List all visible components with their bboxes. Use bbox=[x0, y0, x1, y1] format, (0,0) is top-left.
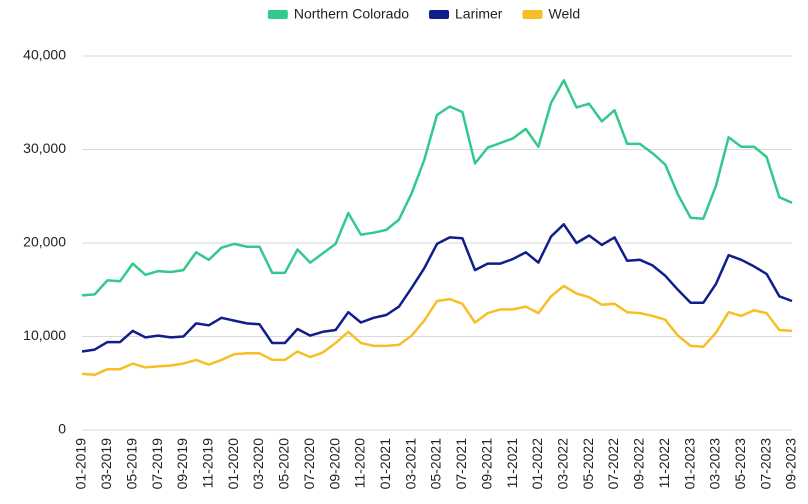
x-tick-label: 01-2021 bbox=[377, 438, 393, 490]
y-tick-label: 10,000 bbox=[23, 327, 66, 343]
line-series bbox=[81, 223, 793, 353]
x-tick-label: 11-2022 bbox=[656, 438, 672, 489]
x-tick-label: 07-2020 bbox=[301, 438, 317, 490]
line-series bbox=[81, 284, 793, 377]
y-tick-label: 0 bbox=[58, 421, 66, 437]
x-tick-label: 03-2022 bbox=[554, 438, 570, 490]
x-tick-label: 05-2022 bbox=[580, 438, 596, 490]
legend-swatch bbox=[267, 10, 288, 19]
x-tick-label: 09-2019 bbox=[174, 438, 190, 490]
x-tick-label: 05-2023 bbox=[732, 438, 748, 490]
x-tick-label: 05-2021 bbox=[428, 438, 444, 490]
x-tick-label: 03-2019 bbox=[98, 438, 114, 490]
x-tick-label: 01-2023 bbox=[681, 438, 697, 490]
x-tick-label: 07-2023 bbox=[757, 438, 773, 490]
legend-label: Northern Colorado bbox=[294, 6, 409, 22]
x-tick-label: 01-2022 bbox=[529, 438, 545, 490]
x-tick-label: 07-2019 bbox=[149, 438, 165, 490]
x-tick-label: 03-2020 bbox=[250, 438, 266, 490]
x-tick-label: 07-2021 bbox=[453, 438, 469, 490]
legend-label: Weld bbox=[548, 6, 580, 22]
x-tick-label: 05-2020 bbox=[276, 438, 292, 490]
x-tick-label: 03-2021 bbox=[402, 438, 418, 490]
line-series bbox=[81, 79, 793, 297]
x-tick-label: 11-2019 bbox=[199, 438, 215, 489]
y-tick-label: 20,000 bbox=[23, 234, 66, 250]
x-tick-label: 09-2023 bbox=[783, 438, 799, 490]
legend-label: Larimer bbox=[455, 6, 503, 22]
x-tick-label: 03-2023 bbox=[707, 438, 723, 490]
x-tick-label: 01-2019 bbox=[73, 438, 89, 490]
x-tick-label: 09-2022 bbox=[631, 438, 647, 490]
y-tick-label: 30,000 bbox=[23, 140, 66, 156]
legend-swatch bbox=[429, 10, 450, 19]
y-tick-label: 40,000 bbox=[23, 47, 66, 63]
x-tick-label: 01-2020 bbox=[225, 438, 241, 490]
x-tick-label: 09-2020 bbox=[326, 438, 342, 490]
legend-swatch bbox=[522, 10, 543, 19]
x-tick-label: 07-2022 bbox=[605, 438, 621, 490]
x-tick-label: 11-2021 bbox=[504, 438, 520, 489]
x-tick-label: 09-2021 bbox=[478, 438, 494, 490]
x-tick-label: 05-2019 bbox=[123, 438, 139, 490]
x-tick-label: 11-2020 bbox=[352, 438, 368, 489]
